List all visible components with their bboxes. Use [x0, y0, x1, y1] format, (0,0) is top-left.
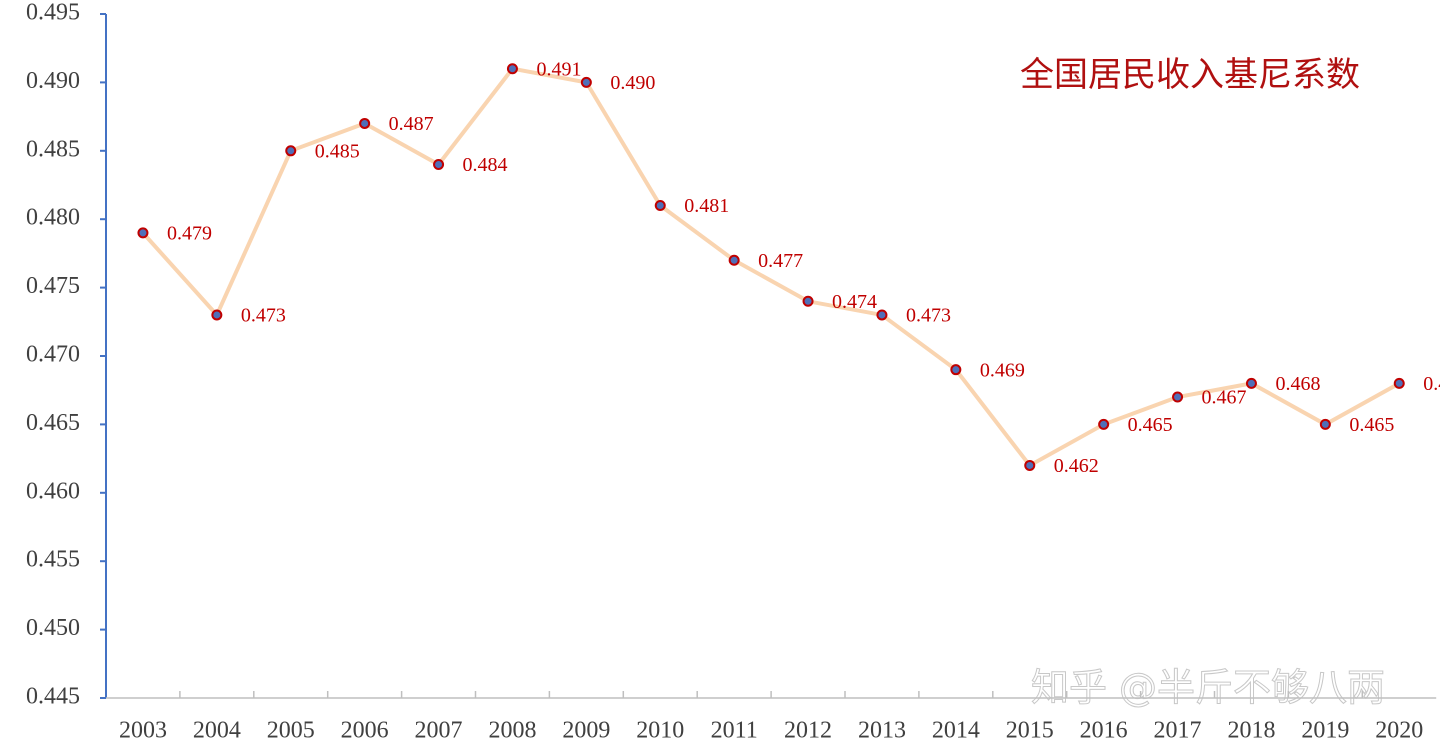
data-label: 0.473 [241, 305, 286, 327]
data-label: 0.481 [684, 195, 729, 217]
data-point [580, 76, 592, 88]
data-label: 0.469 [980, 359, 1025, 381]
x-tick-label: 2015 [1006, 718, 1054, 744]
x-tick-label: 2007 [415, 718, 463, 744]
data-point [654, 200, 666, 212]
data-label: 0.474 [832, 291, 877, 313]
data-point [1098, 418, 1110, 430]
x-tick-label: 2013 [858, 718, 906, 744]
data-point [137, 227, 149, 239]
data-label: 0.479 [167, 222, 212, 244]
data-label: 0.485 [315, 140, 360, 162]
chart-title: 全国居民收入基尼系数 [1020, 56, 1360, 94]
data-point [359, 117, 371, 129]
data-label: 0.468 [1275, 373, 1320, 395]
y-tick-label: 0.445 [26, 684, 80, 710]
x-tick-label: 2019 [1301, 718, 1349, 744]
y-tick-label: 0.485 [26, 136, 80, 162]
x-tick-label: 2004 [193, 718, 241, 744]
y-tick-label: 0.465 [26, 410, 80, 436]
x-tick-label: 2017 [1154, 718, 1202, 744]
y-tick-label: 0.475 [26, 273, 80, 299]
x-tick-label: 2009 [562, 718, 610, 744]
data-label: 0.467 [1202, 387, 1247, 409]
data-label: 0.484 [463, 154, 508, 176]
x-tick-label: 2012 [784, 718, 832, 744]
x-tick-label: 2003 [119, 718, 167, 744]
data-point [506, 63, 518, 75]
x-tick-label: 2008 [488, 718, 536, 744]
data-point [728, 254, 740, 266]
y-tick-label: 0.490 [26, 68, 80, 94]
x-tick-label: 2016 [1080, 718, 1128, 744]
data-point [1393, 377, 1405, 389]
data-label: 0.468 [1423, 373, 1440, 395]
x-tick-label: 2010 [636, 718, 684, 744]
data-label: 0.465 [1128, 414, 1173, 436]
data-point [285, 145, 297, 157]
data-point [1319, 418, 1331, 430]
data-point [1024, 459, 1036, 471]
data-label: 0.487 [389, 113, 434, 135]
y-tick-label: 0.450 [26, 615, 80, 641]
x-tick-label: 2005 [267, 718, 315, 744]
data-label: 0.490 [610, 72, 655, 94]
x-tick-label: 2018 [1227, 718, 1275, 744]
y-tick-label: 0.480 [26, 205, 80, 231]
x-tick-label: 2020 [1375, 718, 1423, 744]
data-point [211, 309, 223, 321]
data-point [433, 158, 445, 170]
x-tick-label: 2011 [711, 718, 758, 744]
data-line [141, 66, 1401, 469]
data-label: 0.465 [1349, 414, 1394, 436]
data-point [876, 309, 888, 321]
data-label: 0.473 [906, 305, 951, 327]
y-tick-label: 0.455 [26, 547, 80, 573]
data-label: 0.462 [1054, 455, 1099, 477]
data-label: 0.477 [758, 250, 803, 272]
y-tick-label: 0.470 [26, 342, 80, 368]
data-label: 0.491 [536, 58, 581, 80]
watermark: 知乎 @半斤不够八两 [1031, 666, 1385, 710]
x-tick-label: 2014 [932, 718, 980, 744]
x-tick-label: 2006 [341, 718, 389, 744]
y-tick-label: 0.460 [26, 478, 80, 504]
y-tick-label: 0.495 [26, 0, 80, 26]
data-point [950, 364, 962, 376]
data-point [1172, 391, 1184, 403]
data-point [802, 295, 814, 307]
data-point [1245, 377, 1257, 389]
